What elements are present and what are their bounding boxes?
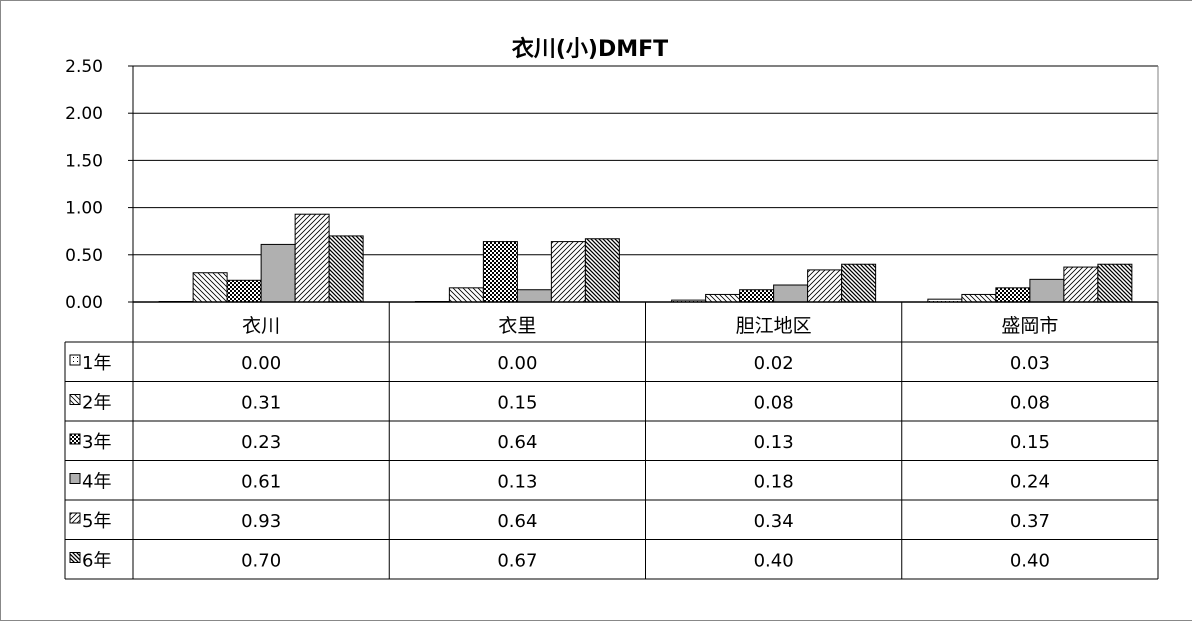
bar xyxy=(995,287,1031,303)
table-cell-value: 0.13 xyxy=(754,432,794,453)
table-cell-value: 0.00 xyxy=(241,353,281,374)
y-tick-label: 0.50 xyxy=(65,246,103,266)
y-tick-label: 1.50 xyxy=(65,151,103,171)
bar xyxy=(739,289,775,303)
legend-key xyxy=(69,354,81,366)
bar xyxy=(961,293,997,303)
legend-label: 3年 xyxy=(82,432,111,453)
bar xyxy=(773,284,809,303)
bar xyxy=(841,263,877,303)
table-cell-value: 0.23 xyxy=(241,432,281,453)
table-cell-value: 0.37 xyxy=(1010,511,1050,532)
y-axis-ticks: 0.00 0.50 1.00 1.50 2.00 2.50 xyxy=(65,57,103,313)
table-cell-value: 0.64 xyxy=(497,511,537,532)
legend-label: 5年 xyxy=(82,511,111,532)
bar xyxy=(192,272,228,303)
y-tick-label: 0.00 xyxy=(65,293,103,313)
legend-label: 2年 xyxy=(82,393,111,414)
table-cell-value: 0.08 xyxy=(754,393,794,414)
bar xyxy=(705,293,741,303)
chart-title: 衣川(小)DMFT xyxy=(512,36,668,62)
legend-label: 1年 xyxy=(82,353,111,374)
table-cell-value: 0.08 xyxy=(1010,393,1050,414)
x-category-label: 衣川 xyxy=(242,315,280,337)
legend-label: 4年 xyxy=(82,472,111,493)
y-tick-label: 2.00 xyxy=(65,104,103,124)
table-cell-value: 0.64 xyxy=(497,432,537,453)
table-cell-value: 0.15 xyxy=(497,393,537,414)
table-cell-value: 0.18 xyxy=(754,472,794,493)
legend-key xyxy=(69,552,81,563)
y-tick-label: 2.50 xyxy=(65,57,103,77)
table-cell-value: 0.93 xyxy=(241,511,281,532)
bar xyxy=(226,279,262,303)
bar xyxy=(328,235,364,303)
legend-label: 6年 xyxy=(82,551,111,572)
bar xyxy=(260,243,296,303)
table-cell-value: 0.34 xyxy=(754,511,794,532)
bar xyxy=(294,213,330,303)
bar xyxy=(516,289,552,303)
x-category-label: 衣里 xyxy=(498,315,536,337)
legend-key xyxy=(69,433,81,445)
table-cell-value: 0.24 xyxy=(1010,472,1050,493)
y-tick-label: 1.00 xyxy=(65,199,103,219)
table-cell-value: 0.03 xyxy=(1010,353,1050,374)
table-cell-value: 0.02 xyxy=(754,353,794,374)
bar xyxy=(482,241,518,303)
x-category-label: 盛岡市 xyxy=(1001,315,1058,337)
table-cell-value: 0.40 xyxy=(1010,551,1050,572)
table-cell-value: 0.15 xyxy=(1010,432,1050,453)
bar xyxy=(1029,278,1065,303)
table-cell-value: 0.70 xyxy=(241,551,281,572)
bar xyxy=(550,241,586,303)
bar xyxy=(584,238,620,303)
bar xyxy=(1097,263,1133,303)
bar xyxy=(448,287,484,303)
table-cell-value: 0.67 xyxy=(497,551,537,572)
table-cell-value: 0.31 xyxy=(241,393,281,414)
table-cell-value: 0.61 xyxy=(241,472,281,493)
legend-key xyxy=(69,394,81,405)
data-table: 衣川 衣里 胆江地区 盛岡市 1年 0.00 0.00 0.02 0.03 2年 0.31 0.15 0… xyxy=(64,302,1159,580)
bar xyxy=(1063,266,1099,303)
table-cell-value: 0.13 xyxy=(497,472,537,493)
table-cell-value: 0.40 xyxy=(754,551,794,572)
bars xyxy=(158,213,1133,303)
x-category-label: 胆江地区 xyxy=(736,315,812,337)
legend-key xyxy=(69,512,81,524)
bar xyxy=(807,269,843,303)
legend-key xyxy=(69,473,81,484)
table-cell-value: 0.00 xyxy=(497,353,537,374)
